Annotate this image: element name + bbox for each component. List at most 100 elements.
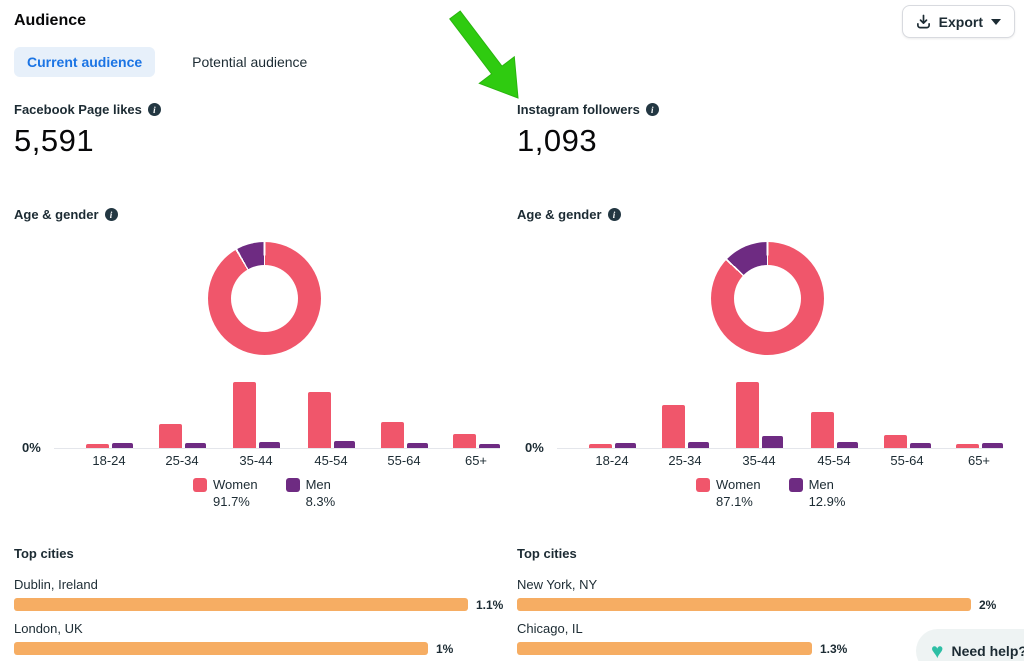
women-bar-55-64: [380, 421, 404, 448]
bar-group-25-34: [655, 360, 715, 448]
instagram-followers-label-row: Instagram followers i: [517, 102, 659, 117]
x-axis-line: [557, 448, 1003, 449]
women-swatch: [696, 477, 710, 492]
women-bar-18-24: [588, 443, 612, 448]
men-bar-65+: [981, 442, 1003, 448]
women-bar-65+: [955, 443, 979, 448]
men-bar-35-44: [761, 436, 783, 448]
city-bar: [14, 598, 468, 611]
legend-label: Women: [716, 477, 761, 492]
men-bar-55-64: [406, 443, 428, 448]
age-gender-section-label: Age & gender i: [14, 207, 118, 222]
city-name: Chicago, IL: [517, 621, 583, 636]
city-percentage: 1.3%: [820, 642, 848, 656]
legend-item-men: Men 8.3%: [285, 477, 336, 509]
gender-legend: Women 91.7% Men 8.3%: [193, 477, 335, 509]
info-icon[interactable]: i: [607, 208, 621, 221]
bar-group-35-44: [226, 360, 286, 448]
heart-care-icon: ♥: [931, 639, 944, 661]
category-label-18-24: 18-24: [595, 453, 629, 468]
men-bar-18-24: [614, 443, 636, 448]
legend-item-women: Women 87.1%: [696, 477, 761, 509]
y-axis-zero-label: 0%: [525, 440, 544, 455]
men-bar-25-34: [184, 443, 206, 448]
women-bar-35-44: [735, 382, 759, 448]
page-title: Audience: [14, 12, 87, 29]
info-icon[interactable]: i: [147, 103, 161, 116]
bar-group-18-24: [582, 360, 642, 448]
men-bar-45-54: [333, 440, 355, 448]
bar-group-45-54: [804, 360, 864, 448]
x-axis-line: [54, 448, 500, 449]
city-name: London, UK: [14, 621, 83, 636]
bar-group-25-34: [152, 360, 212, 448]
city-percentage: 2%: [979, 598, 997, 612]
men-percentage: 8.3%: [305, 494, 336, 509]
bar-group-35-44: [729, 360, 789, 448]
women-bar-45-54: [307, 392, 331, 448]
download-icon: [916, 14, 931, 29]
category-label-45-54: 45-54: [817, 453, 851, 468]
top-cities-label: Top cities: [517, 546, 577, 561]
metric-label: Instagram followers: [517, 102, 640, 117]
men-bar-18-24: [111, 443, 133, 448]
city-bar: [517, 598, 971, 611]
need-help-button[interactable]: ♥ Need help?: [916, 629, 1024, 661]
age-gender-bar-chart: 0% 18-24 25-34 35-44 45-54 55-64 65+: [14, 360, 511, 475]
instagram-column: Instagram followers i 1,093 Age & gender…: [517, 0, 1014, 661]
y-axis-zero-label: 0%: [22, 440, 41, 455]
women-bar-65+: [452, 434, 476, 448]
category-label-25-34: 25-34: [668, 453, 702, 468]
city-name: Dublin, Ireland: [14, 577, 98, 592]
top-cities-label: Top cities: [14, 546, 74, 561]
info-icon[interactable]: i: [104, 208, 118, 221]
men-bar-65+: [478, 443, 500, 448]
city-bar: [14, 642, 428, 655]
need-help-label: Need help?: [951, 643, 1024, 659]
bar-group-65+: [949, 360, 1009, 448]
category-label-55-64: 55-64: [387, 453, 421, 468]
men-bar-35-44: [258, 441, 280, 448]
women-bar-55-64: [883, 434, 907, 448]
men-swatch: [285, 477, 300, 492]
legend-label: Men: [305, 477, 331, 492]
city-name: New York, NY: [517, 577, 598, 592]
legend-label: Women: [213, 477, 258, 492]
category-label-55-64: 55-64: [890, 453, 924, 468]
women-percentage: 91.7%: [213, 494, 250, 509]
instagram-followers-value: 1,093: [517, 123, 598, 158]
men-percentage: 12.9%: [808, 494, 846, 509]
women-bar-18-24: [85, 443, 109, 448]
men-bar-25-34: [687, 441, 709, 448]
facebook-page-likes-value: 5,591: [14, 123, 95, 158]
export-label: Export: [938, 13, 983, 30]
women-bar-25-34: [661, 404, 685, 448]
info-icon[interactable]: i: [645, 103, 659, 116]
bar-group-65+: [446, 360, 506, 448]
men-swatch: [788, 477, 803, 492]
metric-label: Facebook Page likes: [14, 102, 142, 117]
legend-item-men: Men 12.9%: [788, 477, 846, 509]
gender-legend: Women 87.1% Men 12.9%: [696, 477, 845, 509]
section-label: Age & gender: [14, 207, 99, 222]
men-bar-55-64: [909, 442, 931, 448]
women-bar-45-54: [810, 411, 834, 448]
women-bar-35-44: [232, 382, 256, 448]
city-percentage: 1.1%: [476, 598, 504, 612]
category-label-35-44: 35-44: [239, 453, 273, 468]
legend-label: Men: [808, 477, 834, 492]
section-label: Age & gender: [517, 207, 602, 222]
export-button[interactable]: Export: [901, 5, 1015, 38]
bar-group-55-64: [877, 360, 937, 448]
gender-donut-chart: [711, 242, 824, 355]
age-gender-section-label: Age & gender i: [517, 207, 621, 222]
facebook-page-likes-label-row: Facebook Page likes i: [14, 102, 161, 117]
women-percentage: 87.1%: [716, 494, 753, 509]
tab-current-audience[interactable]: Current audience: [14, 47, 156, 77]
category-label-45-54: 45-54: [314, 453, 348, 468]
bar-group-18-24: [79, 360, 139, 448]
tab-potential-audience[interactable]: Potential audience: [192, 54, 308, 70]
city-bar: [517, 642, 812, 655]
legend-item-women: Women 91.7%: [193, 477, 258, 509]
